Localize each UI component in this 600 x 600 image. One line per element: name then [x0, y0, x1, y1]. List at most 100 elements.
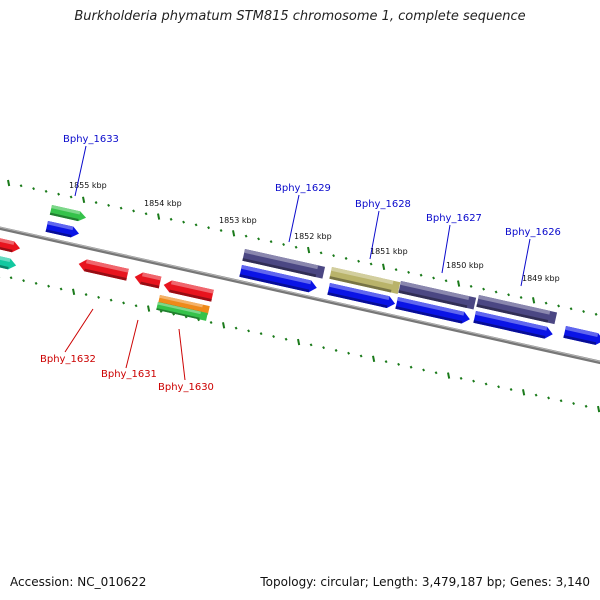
cds-offscreen-right [563, 326, 600, 345]
gene-highlight [0, 236, 15, 245]
minor-tick [359, 354, 363, 358]
gene-body [0, 254, 17, 270]
minor-tick [244, 234, 248, 238]
minor-tick [444, 279, 448, 283]
minor-tick [122, 301, 126, 305]
gene-bphy-1628 [329, 267, 401, 294]
major-tick [297, 338, 301, 346]
backbone-highlight [0, 226, 600, 362]
minor-tick [432, 276, 436, 280]
label-leader-lines [64, 145, 531, 381]
minor-tick [397, 362, 401, 366]
gene-body [163, 280, 214, 302]
minor-tick [44, 189, 48, 193]
gene-shadow [395, 306, 463, 324]
minor-tick [97, 295, 101, 299]
minor-tick [259, 332, 263, 336]
gene-shadow [398, 290, 468, 308]
leader-line-top [288, 194, 300, 243]
minor-tick [559, 399, 563, 403]
gene-label-top: Bphy_1627 [426, 213, 482, 224]
minor-tick [194, 223, 198, 227]
gene-bphy-1627 [398, 281, 477, 310]
gene-features [0, 205, 600, 345]
minor-tick [247, 329, 251, 333]
minor-tick [59, 287, 63, 291]
minor-tick [272, 334, 276, 338]
minor-tick [322, 346, 326, 350]
gene-shadow [140, 281, 160, 289]
minor-tick [482, 287, 486, 291]
minor-tick [219, 228, 223, 233]
major-tick [522, 389, 526, 396]
minor-tick [32, 187, 36, 191]
minor-tick [544, 301, 548, 305]
minor-tick [119, 206, 123, 210]
major-tick [457, 280, 461, 287]
major-tick [372, 355, 376, 363]
major-tick [532, 297, 536, 304]
minor-tick [459, 376, 463, 380]
minor-tick [144, 212, 148, 216]
gene-shadow [329, 276, 392, 293]
minor-tick [594, 312, 598, 316]
gene-label-bottom: Bphy_1632 [40, 354, 96, 365]
minor-tick [582, 309, 586, 314]
minor-tick [419, 273, 423, 277]
scale-ticks-top [7, 179, 598, 316]
chromosome-backbone [0, 226, 600, 365]
gene-labels: Bphy_1633 Bphy_1629 Bphy_1628 Bphy_1627 Bphy… [40, 134, 561, 393]
gene-label-top: Bphy_1629 [275, 183, 331, 194]
gene-highlight [141, 272, 162, 281]
major-tick [157, 213, 161, 220]
topology-summary: Topology: circular; Length: 3,479,187 bp… [260, 575, 590, 589]
gene-label-bottom: Bphy_1631 [101, 369, 157, 380]
gene-body [0, 236, 21, 253]
gene-shadow [0, 262, 9, 270]
minor-tick [234, 326, 238, 330]
minor-tick [19, 184, 23, 188]
gene-bphy-1629 [242, 248, 326, 279]
minor-tick [47, 284, 51, 288]
minor-tick [207, 226, 211, 230]
kbp-label: 1849 kbp [522, 274, 560, 283]
minor-tick [209, 320, 213, 325]
gene-body [78, 259, 129, 281]
kbp-labels: 1855 kbp 1854 kbp 1853 kbp 1852 kbp 1851 kbp… [69, 181, 560, 283]
minor-tick [497, 385, 501, 389]
gene-highlight [478, 295, 551, 315]
major-tick [222, 322, 226, 329]
gene-shadow [45, 229, 72, 238]
gene-highlight [565, 326, 599, 337]
minor-tick [84, 293, 88, 297]
gene-bphy-1632 [78, 259, 129, 281]
minor-tick [547, 396, 551, 400]
minor-tick [572, 401, 576, 406]
gene-shadow [327, 292, 388, 309]
gene-highlight [475, 311, 548, 331]
minor-tick [257, 237, 261, 241]
gene-highlight [0, 254, 11, 263]
minor-tick [334, 348, 338, 352]
gene-bphy-1631 [134, 272, 162, 289]
gene-shadow [563, 335, 597, 345]
minor-tick [282, 242, 286, 246]
gene-label-top: Bphy_1626 [505, 227, 561, 238]
minor-tick [507, 293, 511, 297]
major-tick [307, 246, 311, 254]
gene-highlight [331, 267, 394, 285]
minor-tick [347, 351, 351, 355]
minor-tick [422, 368, 426, 372]
minor-tick [107, 203, 111, 207]
leader-line-top [74, 145, 87, 197]
minor-tick [434, 371, 438, 375]
minor-tick [34, 281, 38, 285]
gene-highlight [157, 302, 201, 315]
gene-offscreen-left-red [0, 236, 21, 253]
major-tick [447, 372, 451, 379]
gene-shadow [476, 304, 549, 323]
cds-bphy-1627 [395, 297, 470, 324]
kbp-label: 1852 kbp [294, 232, 332, 241]
gene-highlight [51, 205, 81, 215]
leader-line-top [441, 224, 451, 274]
